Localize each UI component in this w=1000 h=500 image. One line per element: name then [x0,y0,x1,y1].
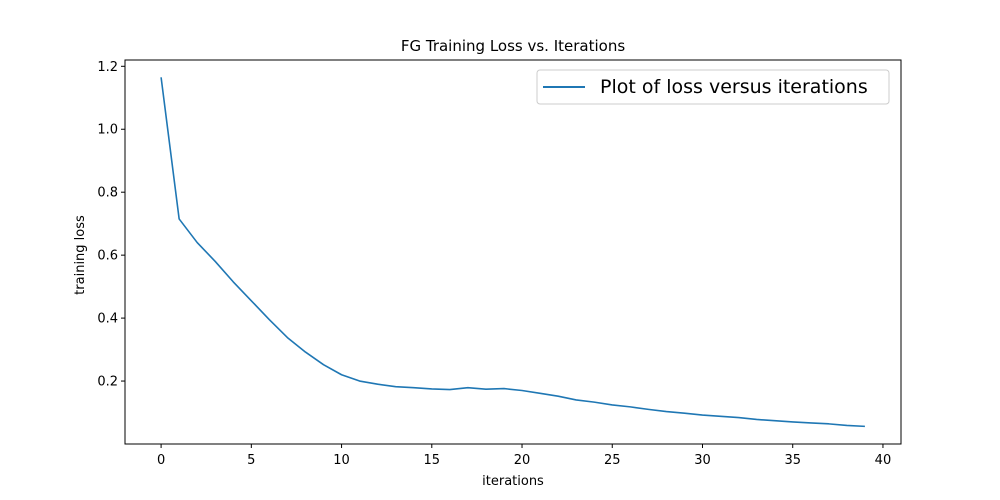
axes-frame [124,59,902,445]
x-tick-label: 5 [247,453,255,468]
x-tick-label: 25 [604,453,621,468]
x-tick-label: 0 [157,453,165,468]
legend-label: Plot of loss versus iterations [600,76,868,98]
y-tick-label: 0.8 [97,186,118,201]
y-tick-label: 0.4 [97,312,118,327]
x-tick-label: 10 [333,453,350,468]
y-tick-label: 0.6 [97,249,118,264]
x-tick-label: 20 [514,453,531,468]
x-axis-label: iterations [482,474,544,489]
legend-box [536,69,890,105]
x-tick-label: 35 [784,453,801,468]
legend: Plot of loss versus iterations [536,69,890,105]
plot-area: 0 5 10 15 20 25 30 35 40 0.2 0.4 0.6 0.8 1.0 1.2 [97,59,902,468]
x-tick-label: 15 [424,453,441,468]
y-axis-label: training loss [73,215,88,295]
chart-title: FG Training Loss vs. Iterations [401,37,625,55]
series-line-loss [160,77,865,428]
y-tick-label: 1.2 [97,60,118,75]
y-tick-label: 0.2 [97,375,118,390]
y-tick-label: 1.0 [97,123,118,138]
x-tick-label: 40 [875,453,892,468]
x-tick-label: 30 [694,453,711,468]
